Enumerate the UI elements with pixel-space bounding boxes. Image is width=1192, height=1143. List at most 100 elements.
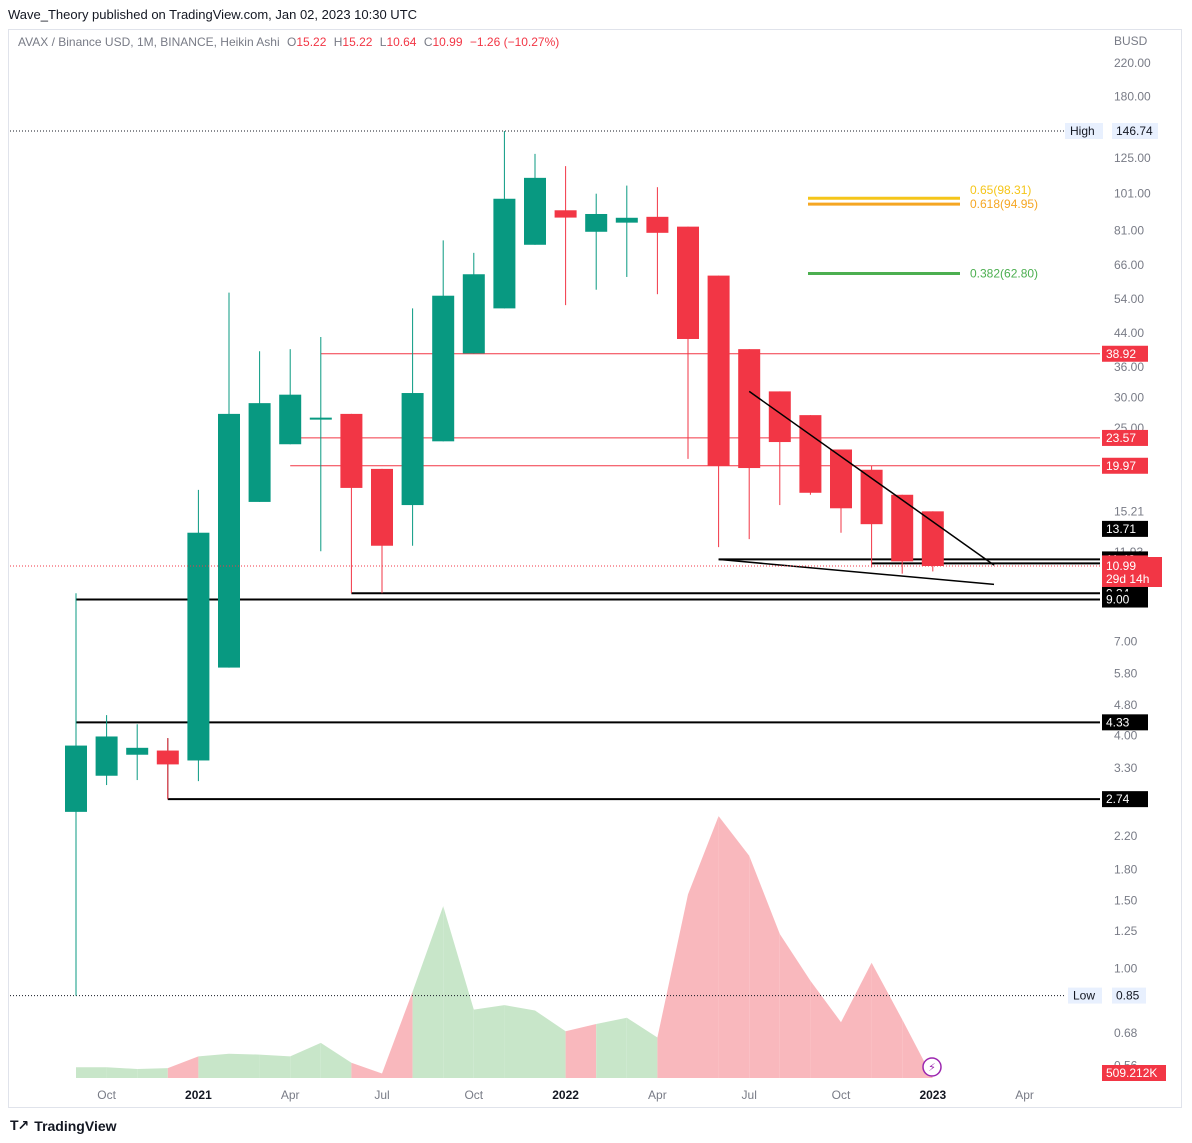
volume-area-segment xyxy=(626,1017,658,1078)
y-tick-label: 1.50 xyxy=(1114,893,1138,907)
fib-level-label: 0.618(94.95) xyxy=(970,197,1038,211)
volume-area-segment xyxy=(810,980,841,1078)
volume-area-segment xyxy=(198,1053,229,1078)
volume-area-segment xyxy=(412,906,444,1078)
y-tick-label: 4.00 xyxy=(1114,729,1138,743)
level-label-bg xyxy=(1102,429,1148,446)
x-tick-label: 2023 xyxy=(919,1088,946,1102)
y-tick-label: 7.00 xyxy=(1114,635,1138,649)
volume-area-segment xyxy=(596,1017,627,1078)
candle-body xyxy=(554,210,577,218)
level-label-bg xyxy=(1102,791,1148,808)
volume-last-value: 509.212K xyxy=(1106,1066,1157,1080)
volume-area-segment xyxy=(504,1005,535,1078)
y-tick-label: 1.00 xyxy=(1114,961,1138,975)
volume-area-segment xyxy=(290,1042,321,1078)
low-value: 0.85 xyxy=(1116,989,1140,1003)
level-label: 9.00 xyxy=(1106,593,1130,607)
lightning-icon xyxy=(922,1057,942,1077)
trendline xyxy=(748,390,995,566)
volume-label-bg xyxy=(1102,1065,1166,1081)
candle-body xyxy=(65,745,87,812)
level-label: 19.97 xyxy=(1106,459,1136,473)
y-tick-label: 4.80 xyxy=(1114,698,1138,712)
x-tick-label: Oct xyxy=(97,1088,116,1102)
level-label: 4.33 xyxy=(1106,715,1130,729)
footer: T↗ TradingView xyxy=(10,1117,117,1134)
chart-frame xyxy=(8,29,1182,1108)
current-price-label-bg xyxy=(1102,557,1162,587)
volume-area-segment xyxy=(106,1067,138,1078)
level-label-bg xyxy=(1102,457,1148,474)
volume-area-segment xyxy=(902,1019,933,1078)
high-label: High xyxy=(1070,124,1095,138)
candle-body xyxy=(493,198,516,309)
fib-level-label: 0.382(62.80) xyxy=(970,266,1038,280)
volume-area-segment xyxy=(535,1010,566,1078)
x-tick-label: Oct xyxy=(832,1088,851,1102)
candle-body xyxy=(677,226,699,339)
y-tick-label: 1.80 xyxy=(1114,863,1138,877)
candle-body xyxy=(279,394,302,445)
volume-area-segment xyxy=(259,1054,291,1078)
level-label-bg xyxy=(1102,714,1148,731)
close-value: 10.99 xyxy=(432,35,463,49)
current-price-label: 10.99 xyxy=(1106,559,1136,573)
low-value-bg xyxy=(1112,987,1146,1004)
level-label-bg xyxy=(1102,520,1148,537)
y-tick-label: 2.20 xyxy=(1114,829,1138,843)
candle-body xyxy=(187,532,210,761)
y-tick-label: 3.30 xyxy=(1114,761,1138,775)
low-label-bg xyxy=(1068,987,1102,1004)
candle-body xyxy=(768,391,791,443)
ohlc-legend: AVAX / Binance USD, 1M, BINANCE, Heikin … xyxy=(18,35,559,49)
x-tick-label: Apr xyxy=(648,1088,667,1102)
y-tick-label: 180.00 xyxy=(1114,90,1151,104)
x-tick-label: 2022 xyxy=(552,1088,579,1102)
y-tick-label: 15.21 xyxy=(1114,504,1144,518)
candle-body xyxy=(126,747,149,755)
y-tick-label: 36.00 xyxy=(1114,360,1144,374)
y-tick-label: 66.00 xyxy=(1114,258,1144,272)
volume-area-segment xyxy=(473,1005,505,1078)
y-tick-label: 101.00 xyxy=(1114,187,1151,201)
candle-body xyxy=(218,413,240,668)
volume-area-segment xyxy=(657,894,688,1078)
volume-area-segment xyxy=(871,962,903,1078)
y-tick-label: 125.00 xyxy=(1114,151,1151,165)
low-value: 10.64 xyxy=(386,35,417,49)
candle-body xyxy=(401,393,424,506)
volume-area-segment xyxy=(565,1024,597,1078)
candle-body xyxy=(524,177,546,245)
countdown-label: 29d 14h xyxy=(1106,572,1149,586)
volume-area-segment xyxy=(320,1042,352,1078)
candle-body xyxy=(248,403,271,502)
candle-body xyxy=(340,413,363,488)
volume-area-segment xyxy=(841,962,872,1078)
high-label-bg xyxy=(1065,123,1103,139)
low-label: Low xyxy=(1073,989,1095,1003)
candle-body xyxy=(707,275,730,466)
volume-area-segment xyxy=(167,1056,199,1078)
volume-area-segment xyxy=(443,906,474,1078)
x-tick-label: Jul xyxy=(742,1088,757,1102)
volume-area-segment xyxy=(718,816,750,1078)
x-tick-label: Jul xyxy=(374,1088,389,1102)
symbol-label[interactable]: AVAX / Binance USD, 1M, BINANCE, Heikin … xyxy=(18,35,280,49)
y-tick-label: 54.00 xyxy=(1114,292,1144,306)
footer-brand[interactable]: TradingView xyxy=(34,1117,117,1134)
x-tick-label: Apr xyxy=(1015,1088,1034,1102)
candle-body xyxy=(860,469,883,525)
x-tick-label: Oct xyxy=(464,1088,483,1102)
high-value: 15.22 xyxy=(342,35,373,49)
lightning-glyph: ⚡ xyxy=(928,1062,936,1074)
tradingview-logo-icon[interactable]: T↗ xyxy=(10,1117,29,1133)
high-label: H xyxy=(333,35,343,49)
y-tick-label: 30.00 xyxy=(1114,390,1144,404)
volume-area-segment xyxy=(688,816,719,1078)
candle-body xyxy=(95,736,118,776)
candle-body xyxy=(615,217,638,223)
candle-body xyxy=(432,295,455,442)
volume-area-segment xyxy=(382,991,413,1078)
